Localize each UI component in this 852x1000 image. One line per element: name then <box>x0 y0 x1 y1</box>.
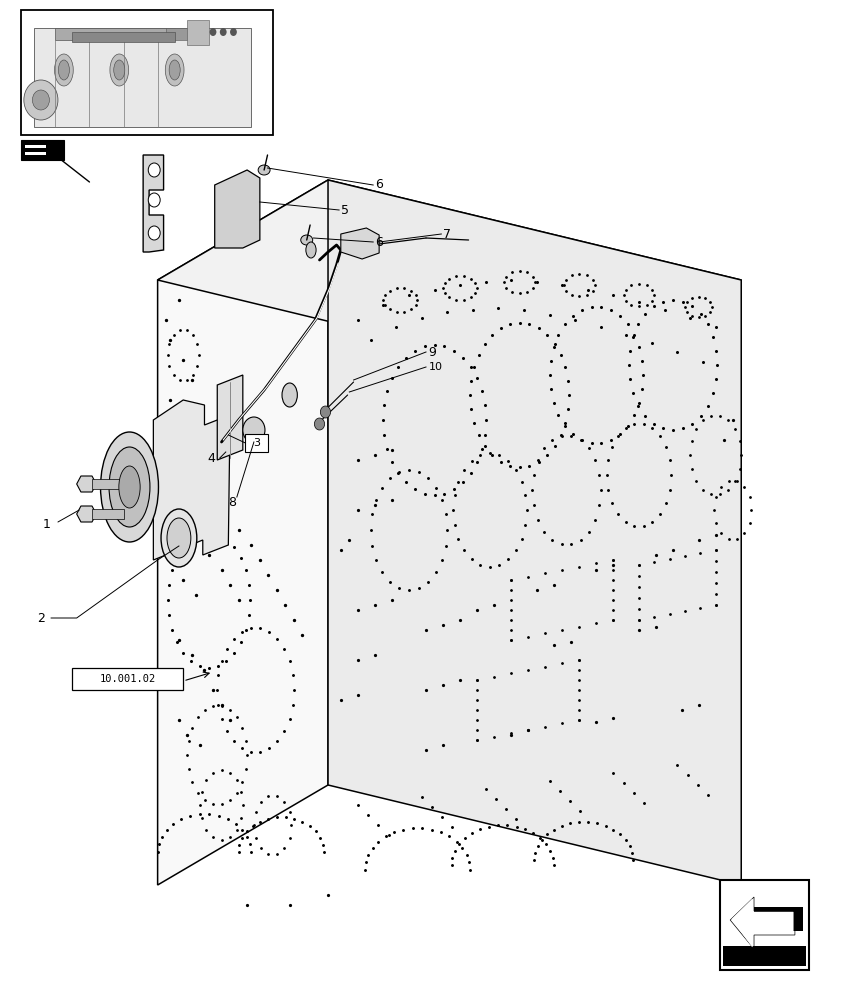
Polygon shape <box>215 170 260 248</box>
Circle shape <box>148 163 160 177</box>
Text: 9: 9 <box>429 346 436 359</box>
Ellipse shape <box>110 54 129 86</box>
Circle shape <box>32 90 49 110</box>
Text: 7: 7 <box>443 228 451 240</box>
Polygon shape <box>158 180 741 380</box>
Polygon shape <box>217 375 243 460</box>
Circle shape <box>314 418 325 430</box>
Ellipse shape <box>55 54 73 86</box>
Ellipse shape <box>282 383 297 407</box>
Bar <box>72 668 183 690</box>
Bar <box>25 145 46 148</box>
Text: 1: 1 <box>43 518 51 530</box>
Text: 6: 6 <box>375 235 383 248</box>
Ellipse shape <box>114 60 124 80</box>
Text: 4: 4 <box>207 452 216 464</box>
Bar <box>55 28 175 40</box>
Text: 8: 8 <box>228 495 237 508</box>
Ellipse shape <box>258 165 270 175</box>
Circle shape <box>148 226 160 240</box>
Bar <box>21 140 64 160</box>
Bar <box>92 479 126 489</box>
Text: 3: 3 <box>253 438 260 448</box>
Circle shape <box>320 406 331 418</box>
Ellipse shape <box>109 447 150 527</box>
Text: 10.001.02: 10.001.02 <box>100 674 156 684</box>
Ellipse shape <box>118 466 140 508</box>
Circle shape <box>24 80 58 120</box>
Polygon shape <box>77 476 96 492</box>
Ellipse shape <box>165 54 184 86</box>
Polygon shape <box>328 180 741 885</box>
Polygon shape <box>158 180 328 885</box>
Circle shape <box>230 28 237 36</box>
Polygon shape <box>34 28 251 127</box>
Bar <box>187 20 209 45</box>
Bar <box>720 880 809 970</box>
Text: 6: 6 <box>375 178 383 192</box>
Ellipse shape <box>167 518 191 558</box>
Polygon shape <box>730 897 795 949</box>
Ellipse shape <box>161 509 197 567</box>
Bar <box>25 152 46 155</box>
Ellipse shape <box>169 60 181 80</box>
Polygon shape <box>732 899 793 947</box>
Text: 2: 2 <box>37 611 45 624</box>
Circle shape <box>243 417 265 443</box>
Circle shape <box>148 193 160 207</box>
Polygon shape <box>153 400 230 560</box>
Circle shape <box>210 28 216 36</box>
Ellipse shape <box>301 235 313 245</box>
Ellipse shape <box>101 432 158 542</box>
Circle shape <box>220 28 227 36</box>
Bar <box>754 907 803 931</box>
Bar <box>72 32 175 42</box>
Ellipse shape <box>58 60 69 80</box>
Polygon shape <box>143 155 164 252</box>
Polygon shape <box>341 228 379 259</box>
Text: 10: 10 <box>429 362 442 372</box>
Text: 5: 5 <box>341 204 348 217</box>
Bar <box>21 10 273 135</box>
Ellipse shape <box>306 242 316 258</box>
Bar <box>245 434 268 452</box>
Polygon shape <box>77 506 96 522</box>
Bar <box>723 946 806 966</box>
Bar <box>166 28 204 40</box>
Bar <box>92 509 124 519</box>
